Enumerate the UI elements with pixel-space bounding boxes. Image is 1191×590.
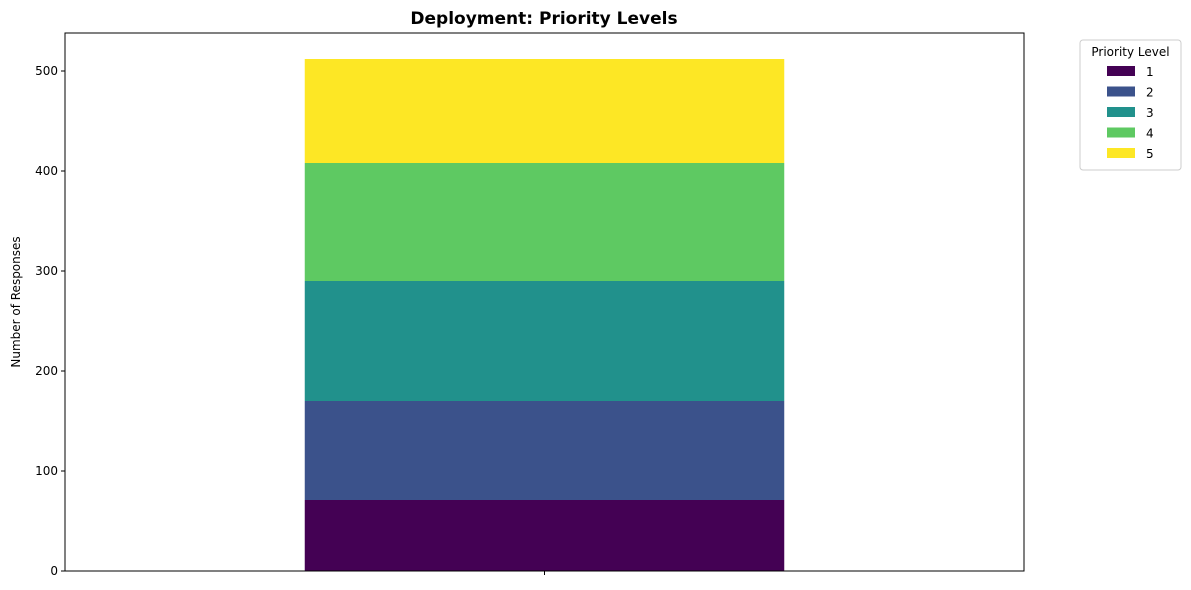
bar-segment-priority-4 xyxy=(304,163,785,281)
y-tick-label: 400 xyxy=(35,164,58,178)
legend-label-4: 4 xyxy=(1146,127,1154,141)
bar-stack xyxy=(304,59,785,571)
y-tick-label: 200 xyxy=(35,364,58,378)
legend-swatch-5 xyxy=(1107,148,1135,158)
legend-swatch-2 xyxy=(1107,86,1135,97)
legend-label-1: 1 xyxy=(1146,65,1154,79)
y-axis: 0 100 200 300 400 500 xyxy=(35,64,65,578)
legend-swatch-3 xyxy=(1107,107,1135,117)
legend-label-2: 2 xyxy=(1146,86,1154,100)
legend: Priority Level 1 2 3 4 5 xyxy=(1079,39,1182,171)
chart-title: Deployment: Priority Levels xyxy=(410,9,677,29)
bar-segment-priority-1 xyxy=(304,500,785,571)
legend-title: Priority Level xyxy=(1091,45,1169,59)
legend-label-3: 3 xyxy=(1146,106,1154,120)
bar-segment-priority-3 xyxy=(304,281,785,401)
legend-swatch-1 xyxy=(1107,66,1135,76)
y-tick-label: 0 xyxy=(50,564,58,578)
legend-swatch-4 xyxy=(1107,127,1135,138)
legend-items: 1 2 3 4 5 xyxy=(1107,65,1154,161)
legend-label-5: 5 xyxy=(1146,147,1154,161)
y-tick-label: 100 xyxy=(35,464,58,478)
legend-box xyxy=(1079,39,1182,171)
plot-area: 0 100 200 300 400 500 xyxy=(35,32,1025,578)
y-tick-label: 500 xyxy=(35,64,58,78)
y-axis-label: Number of Responses xyxy=(9,236,23,367)
y-tick-label: 300 xyxy=(35,264,58,278)
bar-segment-priority-5 xyxy=(304,59,785,163)
bar-segment-priority-2 xyxy=(304,401,785,500)
